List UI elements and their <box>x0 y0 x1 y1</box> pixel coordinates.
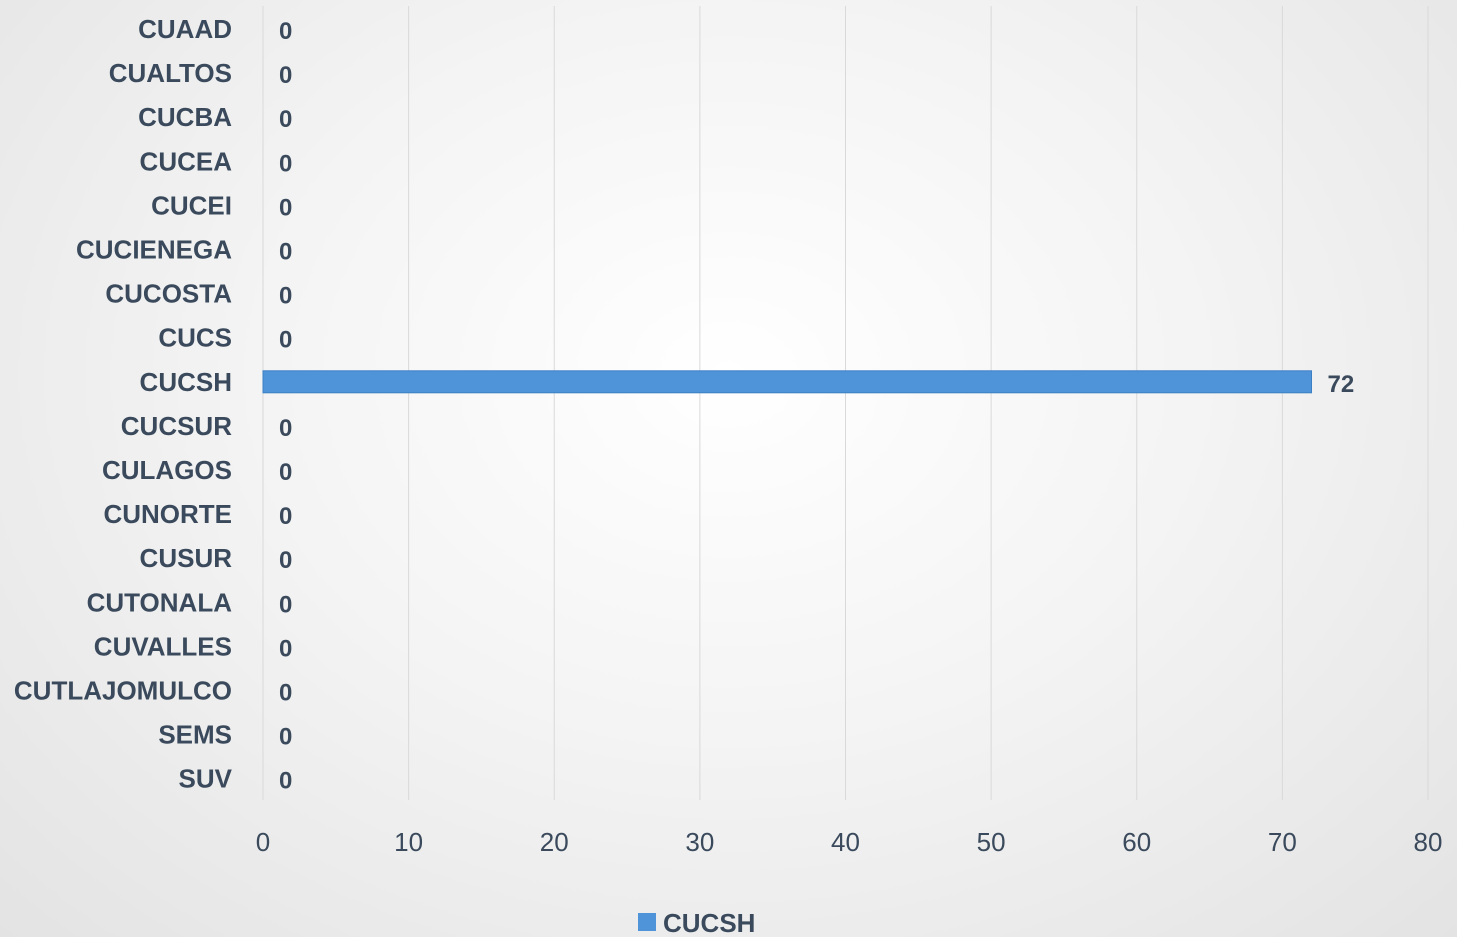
data-label: 0 <box>279 547 292 574</box>
x-tick-label-60: 60 <box>1122 827 1151 857</box>
data-label: 0 <box>279 239 292 266</box>
category-label: CUALTOS <box>109 58 232 88</box>
category-label: CUCS <box>158 323 232 353</box>
category-label: CUCSUR <box>121 411 232 441</box>
category-label: CUAAD <box>138 14 232 44</box>
data-label: 72 <box>1328 371 1355 398</box>
category-label: CUSUR <box>140 543 233 573</box>
data-label: 0 <box>279 635 292 662</box>
x-tick-label-40: 40 <box>831 827 860 857</box>
category-label: CULAGOS <box>102 455 232 485</box>
category-label: SUV <box>179 764 233 794</box>
category-label: CUTLAJOMULCO <box>14 676 232 706</box>
data-label: 0 <box>279 680 292 707</box>
bars <box>262 370 1312 394</box>
category-label: CUCEI <box>151 190 232 220</box>
data-label: 0 <box>279 768 292 795</box>
category-label: CUCIENEGA <box>76 235 232 265</box>
data-label: 0 <box>279 591 292 618</box>
category-label: CUNORTE <box>103 499 232 529</box>
x-tick-label-30: 30 <box>685 827 714 857</box>
data-label: 0 <box>279 503 292 530</box>
bar-cucsh <box>262 370 1312 394</box>
data-labels: 0 0 0 0 0 0 0 0 72 0 0 0 0 0 0 0 0 0 <box>279 18 1354 795</box>
x-tick-label-0: 0 <box>256 827 270 857</box>
x-tick-label-50: 50 <box>977 827 1006 857</box>
x-axis-tick-labels: 0 10 20 30 40 50 60 70 80 <box>256 827 1443 857</box>
data-label: 0 <box>279 194 292 221</box>
legend-label: CUCSH <box>663 908 755 937</box>
data-label: 0 <box>279 106 292 133</box>
data-label: 0 <box>279 724 292 751</box>
data-label: 0 <box>279 459 292 486</box>
data-label: 0 <box>279 150 292 177</box>
data-label: 0 <box>279 18 292 45</box>
category-labels: CUAAD CUALTOS CUCBA CUCEA CUCEI CUCIENEGA CUCO… <box>14 14 233 794</box>
data-label: 0 <box>279 62 292 89</box>
category-label: CUVALLES <box>94 631 232 661</box>
data-label: 0 <box>279 283 292 310</box>
category-label: CUTONALA <box>87 587 233 617</box>
data-label: 0 <box>279 327 292 354</box>
category-label: SEMS <box>158 720 232 750</box>
category-label: CUCOSTA <box>105 279 232 309</box>
data-label: 0 <box>279 415 292 442</box>
legend: CUCSH <box>638 908 755 937</box>
x-tick-label-10: 10 <box>394 827 423 857</box>
x-tick-label-80: 80 <box>1414 827 1443 857</box>
category-label: CUCEA <box>140 146 233 176</box>
category-label: CUCSH <box>140 367 232 397</box>
legend-swatch <box>638 913 656 931</box>
x-tick-label-70: 70 <box>1268 827 1297 857</box>
gridlines <box>262 6 1429 800</box>
x-tick-label-20: 20 <box>540 827 569 857</box>
category-label: CUCBA <box>138 102 232 132</box>
